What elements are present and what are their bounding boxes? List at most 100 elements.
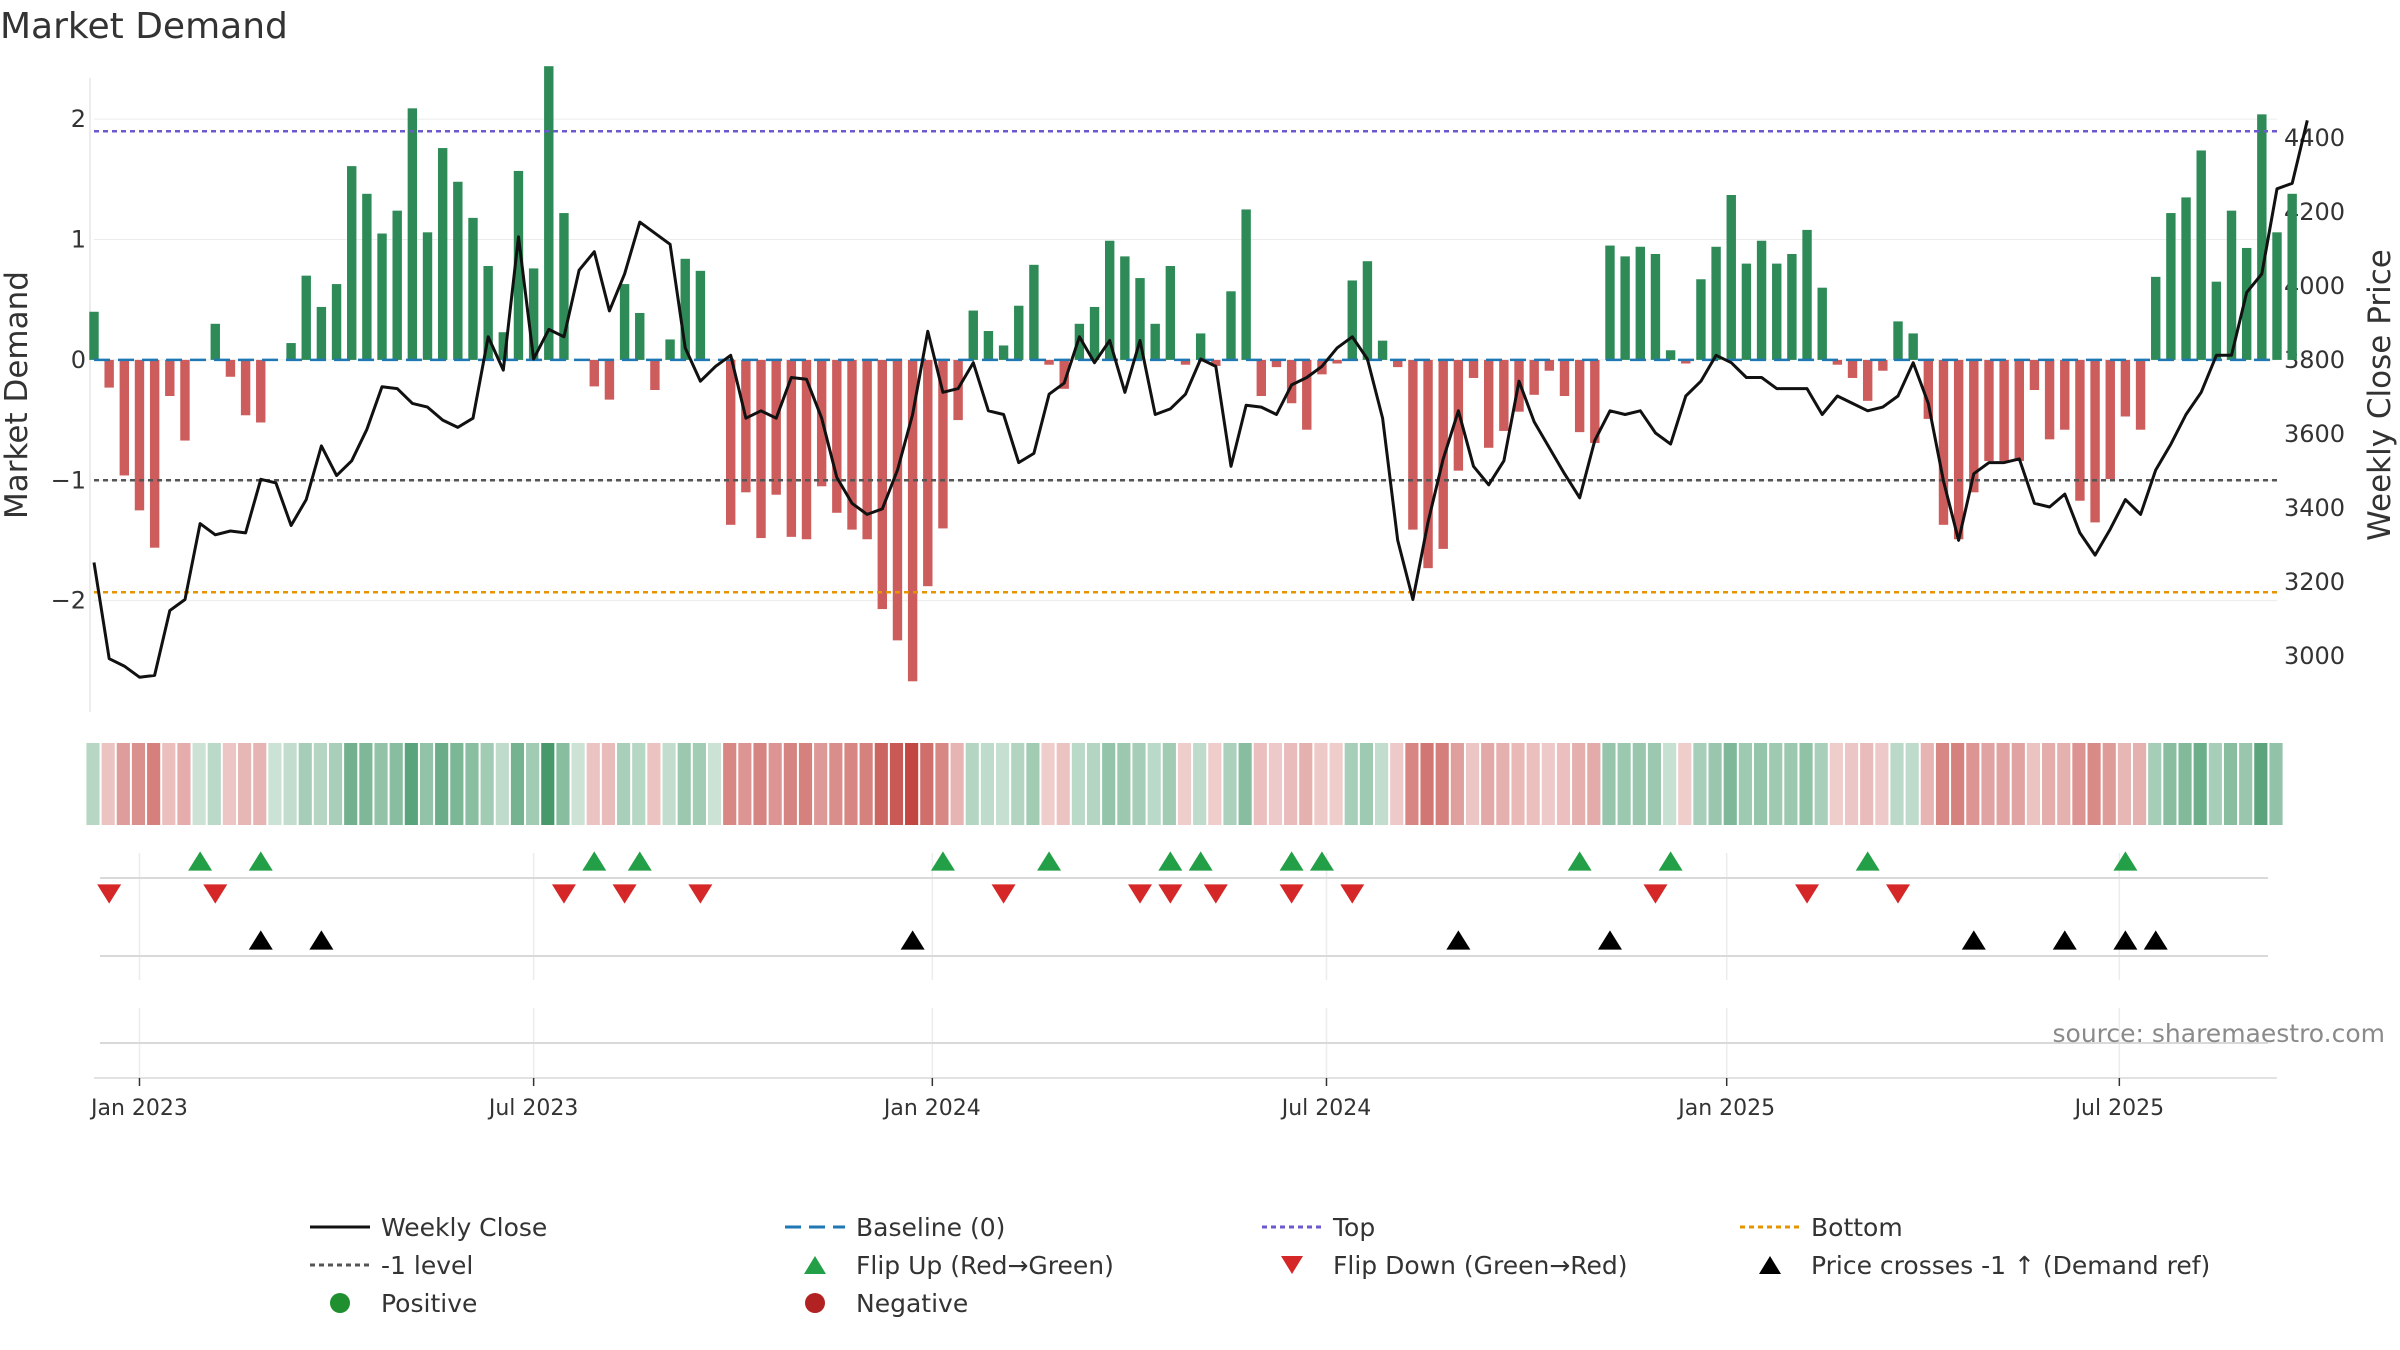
heat-strip-cell bbox=[571, 743, 585, 825]
heat-strip-cell bbox=[723, 743, 737, 825]
y2-tick-label: 3200 bbox=[2284, 568, 2345, 596]
demand-bar bbox=[1544, 359, 1555, 371]
demand-bar bbox=[892, 359, 903, 641]
heat-strip-cell bbox=[1617, 743, 1631, 825]
demand-bar bbox=[256, 359, 266, 423]
date-tick-label: Jul 2024 bbox=[1280, 1096, 1372, 1121]
heat-strip-cell bbox=[859, 743, 873, 825]
y2-tick-label: 3400 bbox=[2284, 494, 2345, 522]
heat-strip-cell bbox=[2193, 743, 2207, 825]
flip-down-marker bbox=[991, 884, 1016, 904]
flip-up-marker bbox=[1309, 851, 1334, 871]
demand-bar bbox=[650, 359, 660, 390]
heat-strip-cell bbox=[2269, 743, 2283, 825]
heat-strip-cell bbox=[950, 743, 964, 825]
heat-strip-cell bbox=[1981, 743, 1995, 825]
demand-bar bbox=[741, 359, 751, 493]
heat-strip-cell bbox=[965, 743, 979, 825]
heat-strip-cell bbox=[1011, 743, 1025, 825]
heat-strip-cell bbox=[905, 743, 919, 825]
heat-strip-cell bbox=[662, 743, 676, 825]
heat-strip-cell bbox=[238, 743, 252, 825]
heat-strip-cell bbox=[1481, 743, 1495, 825]
y-tick-label: −2 bbox=[51, 587, 86, 615]
demand-bar bbox=[2120, 359, 2131, 417]
demand-bar bbox=[1696, 279, 1706, 360]
legend-label: Weekly Close bbox=[381, 1213, 547, 1242]
heat-strip-cell bbox=[1511, 743, 1525, 825]
price-cross-marker bbox=[2113, 930, 2138, 950]
y2-tick-label: 3000 bbox=[2284, 642, 2345, 670]
flip-up-marker bbox=[2113, 851, 2138, 871]
heat-strip-cell bbox=[389, 743, 403, 825]
demand-bar bbox=[1286, 359, 1297, 404]
heat-strip-cell bbox=[419, 743, 434, 825]
heat-strip-cell bbox=[192, 743, 206, 825]
demand-bar bbox=[1302, 359, 1312, 430]
demand-bar bbox=[1726, 195, 1736, 360]
heat-strip-cell bbox=[1860, 743, 1874, 825]
demand-bar bbox=[786, 359, 797, 537]
flip-down-marker bbox=[551, 884, 576, 904]
demand-bar bbox=[1832, 359, 1843, 365]
heat-strip-cell bbox=[328, 743, 343, 825]
heat-strip-cell bbox=[177, 743, 191, 825]
demand-bar bbox=[362, 193, 372, 360]
heat-strip-cell bbox=[1405, 743, 1419, 825]
heat-strip-cell bbox=[131, 743, 146, 825]
heat-strip-cell bbox=[435, 743, 449, 825]
flip-up-marker bbox=[1855, 851, 1880, 871]
flip-down-marker bbox=[1203, 884, 1228, 904]
heat-strip-cell bbox=[2057, 743, 2071, 825]
heat-strip-cell bbox=[2026, 743, 2041, 825]
demand-bar bbox=[498, 332, 509, 360]
heat-strip-cell bbox=[1678, 743, 1692, 825]
demand-bar bbox=[1074, 323, 1085, 360]
heat-strip-cell bbox=[738, 743, 752, 825]
heat-strip-cell bbox=[1541, 743, 1555, 825]
date-tick-label: Jan 2023 bbox=[89, 1096, 188, 1121]
heat-strip-cell bbox=[1738, 743, 1752, 825]
heat-strip-cell bbox=[617, 743, 631, 825]
y-axis-title: Market Demand bbox=[0, 271, 35, 519]
heat-strip-cell bbox=[829, 743, 843, 825]
demand-bar bbox=[1923, 359, 1934, 419]
flip-up-marker bbox=[627, 851, 652, 871]
flip-up-marker bbox=[1188, 851, 1213, 871]
heat-strip-cell bbox=[1450, 743, 1464, 825]
demand-bar bbox=[832, 359, 842, 513]
heat-strip-cell bbox=[253, 743, 267, 825]
price-cross-marker bbox=[2143, 930, 2168, 950]
heat-strip-cell bbox=[1026, 743, 1040, 825]
heat-strip-cell bbox=[2223, 743, 2238, 825]
heat-strip-cell bbox=[2132, 743, 2147, 825]
heat-strip-cell bbox=[116, 743, 130, 825]
demand-bar bbox=[559, 213, 569, 360]
demand-bar bbox=[1590, 359, 1600, 443]
demand-bar bbox=[1029, 264, 1039, 360]
heat-strip-cell bbox=[1769, 743, 1783, 825]
heat-strip-cell bbox=[86, 743, 100, 825]
legend-swatch-positive bbox=[330, 1293, 350, 1313]
price-cross-marker bbox=[1961, 930, 1986, 950]
heat-strip-cell bbox=[1526, 743, 1540, 825]
demand-bar bbox=[1787, 253, 1797, 360]
heat-strip-cell bbox=[207, 743, 221, 825]
heat-strip-cell bbox=[1465, 743, 1480, 825]
heat-strip-cell bbox=[1314, 743, 1328, 825]
source-note: source: sharemaestro.com bbox=[2053, 1019, 2386, 1048]
demand-bar bbox=[165, 359, 175, 397]
heat-strip-cell bbox=[510, 743, 525, 825]
flip-down-marker bbox=[1643, 884, 1668, 904]
demand-bar bbox=[877, 359, 888, 610]
demand-bar bbox=[923, 359, 933, 587]
heat-strip-cell bbox=[1056, 743, 1070, 825]
demand-bar bbox=[1332, 359, 1342, 364]
heat-strip-cell bbox=[450, 743, 464, 825]
heat-strip-cell bbox=[1996, 743, 2010, 825]
heat-strip-cell bbox=[783, 743, 797, 825]
heat-strip-cell bbox=[1647, 743, 1662, 825]
demand-bar bbox=[1862, 359, 1873, 401]
demand-bar bbox=[1059, 359, 1069, 389]
demand-bar bbox=[1635, 246, 1645, 360]
